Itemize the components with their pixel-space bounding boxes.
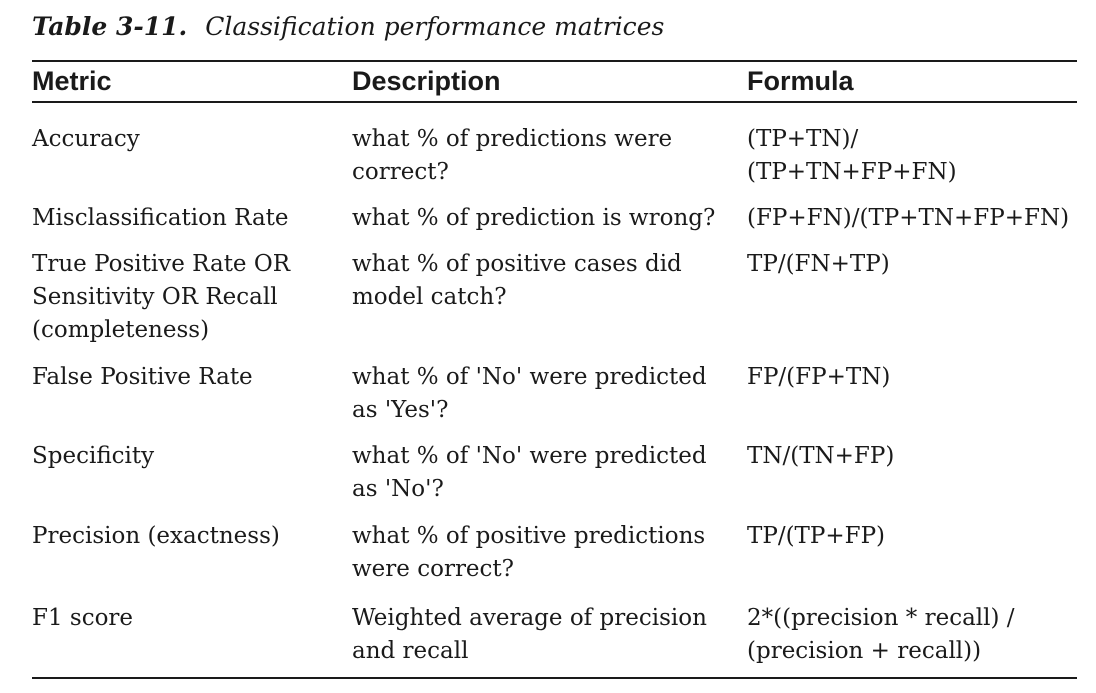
description-cell: what % of 'No' were predicted as 'No'? xyxy=(352,443,707,502)
description-cell: what % of positive predictions were corr… xyxy=(352,523,706,582)
description-cell: what % of positive cases did model catch… xyxy=(352,251,682,310)
metric-cell: True Positive Rate OR Sensitivity OR Rec… xyxy=(32,251,291,343)
table-caption-title: Classification performance matrices xyxy=(205,12,665,41)
formula-cell: TP/(TP+FP) xyxy=(747,523,886,549)
formula-cell: 2*((precision * recall) / (precision + r… xyxy=(747,605,1015,664)
description-cell: what % of predictions were correct? xyxy=(352,126,673,185)
column-header-formula: Formula xyxy=(747,66,854,96)
table-caption: Table 3-11. Classification performance m… xyxy=(32,10,664,44)
metric-cell: F1 score xyxy=(32,605,134,631)
table-header-rule xyxy=(32,101,1077,103)
formula-cell: TN/(TN+FP) xyxy=(747,443,895,469)
table-caption-label: Table 3-11. xyxy=(32,12,188,41)
formula-cell: (FP+FN)/(TP+TN+FP+FN) xyxy=(747,205,1070,231)
metric-cell: Specificity xyxy=(32,443,155,469)
metric-cell: Misclassification Rate xyxy=(32,205,289,231)
metric-cell: Accuracy xyxy=(32,126,140,152)
table-bottom-rule xyxy=(32,677,1077,679)
metric-cell: Precision (exactness) xyxy=(32,523,280,549)
column-header-metric: Metric xyxy=(32,66,112,96)
column-header-description: Description xyxy=(352,66,501,96)
description-cell: what % of 'No' were predicted as 'Yes'? xyxy=(352,364,707,423)
description-cell: what % of prediction is wrong? xyxy=(352,205,716,231)
metric-cell: False Positive Rate xyxy=(32,364,253,390)
formula-cell: TP/(FN+TP) xyxy=(747,251,890,277)
formula-cell: FP/(FP+TN) xyxy=(747,364,891,390)
table-top-rule xyxy=(32,60,1077,62)
formula-cell: (TP+TN)/ (TP+TN+FP+FN) xyxy=(747,126,957,185)
description-cell: Weighted average of precision and recall xyxy=(352,605,707,664)
